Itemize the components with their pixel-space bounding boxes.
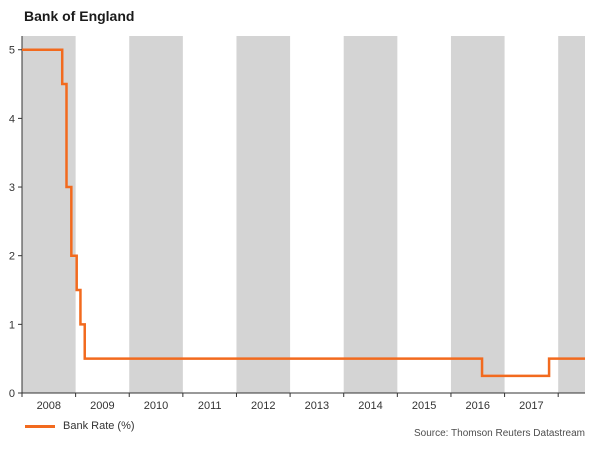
- y-tick-label: 3: [9, 182, 15, 194]
- x-tick-label: 2010: [144, 400, 168, 412]
- x-tick-label: 2016: [466, 400, 490, 412]
- x-tick-label: 2014: [358, 400, 382, 412]
- year-band: [129, 36, 183, 393]
- legend-line-swatch: [25, 424, 55, 428]
- rate-line: [22, 48, 585, 378]
- source-attribution: Source: Thomson Reuters Datastream: [413, 428, 585, 439]
- year-band: [450, 36, 505, 393]
- x-tick-label: 2011: [198, 400, 222, 412]
- x-tick-label: 2015: [412, 400, 436, 412]
- x-tick-label: 2013: [305, 400, 329, 412]
- x-tick-label: 2008: [37, 400, 61, 412]
- y-tick-label: 5: [9, 45, 15, 57]
- legend: Bank Rate (%): [25, 419, 135, 433]
- year-band: [343, 36, 398, 393]
- y-tick-label: 1: [9, 319, 15, 331]
- year-band: [558, 36, 585, 393]
- x-tick-label: 2017: [519, 400, 543, 412]
- legend-label: Bank Rate (%): [63, 420, 135, 432]
- y-tick-label: 0: [9, 388, 15, 400]
- year-band: [236, 36, 291, 393]
- x-tick-label: 2012: [251, 400, 275, 412]
- y-tick-label: 2: [9, 251, 15, 263]
- y-tick-label: 4: [9, 113, 15, 125]
- x-tick-label: 2009: [90, 400, 114, 412]
- chart-title: Bank of England: [24, 8, 135, 24]
